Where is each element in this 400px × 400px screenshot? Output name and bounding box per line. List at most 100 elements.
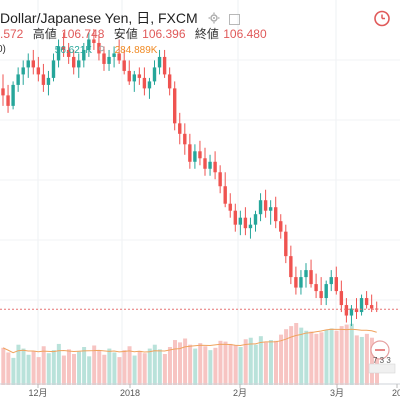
volume-bar [268,340,273,385]
study-settings-gear-icon[interactable] [97,45,109,56]
volume-bar [11,357,16,385]
candle-body [324,284,328,299]
candle [218,165,222,194]
alarm-clock-icon[interactable] [373,9,391,27]
candle [21,60,25,85]
candle-body [223,186,227,204]
high-label: 高値 [32,27,57,41]
candle-body [36,67,41,75]
candle [329,270,333,292]
candle [193,144,197,169]
volume-bar [147,348,152,385]
candle-body [178,123,182,134]
candle [375,301,379,313]
volume-bar [253,344,258,385]
volume-bar [77,351,82,385]
candle-body [344,305,349,316]
candle [87,32,91,57]
moving-average-line [2,328,377,354]
candle [314,273,318,299]
candle [208,154,212,176]
settings-gear-icon[interactable] [208,11,220,27]
candle [66,42,71,64]
candle [92,28,96,50]
volume-bar [334,330,339,385]
volume-bars [1,323,379,385]
volume-bar [299,327,304,385]
candle [41,63,46,92]
candle-body [253,214,258,225]
volume-bar [354,335,359,385]
maximize-box-icon[interactable] [229,13,241,25]
candle [183,123,187,155]
candle-body [87,39,91,50]
candle-body [364,298,369,306]
candle [263,189,268,218]
candle-body [183,133,187,145]
volume-bar [203,346,208,385]
price-badge-icon [368,340,396,374]
candle-body [294,277,298,288]
candle [112,46,116,68]
candle [127,60,131,85]
candle [213,151,217,180]
volume-bar [61,355,66,385]
candle-body [152,67,157,82]
candle [77,53,81,78]
volume-bar [304,330,309,385]
candle [309,259,313,288]
candle-body [61,46,66,50]
candle-body [167,74,172,89]
candle-body [188,144,192,162]
candle-body [289,256,293,278]
candle [173,81,177,131]
candle [142,67,147,96]
candle-body [304,270,308,278]
candle [304,263,308,288]
candle [268,200,273,225]
candle [349,305,354,327]
volume-bar [213,347,218,385]
candle [162,49,167,78]
price-badge-text: 7 3 3 [373,356,391,365]
candle [82,42,86,68]
volume-bar [26,354,31,385]
candle [26,53,30,78]
candle-body [16,74,20,85]
candle-body [299,277,303,288]
candle-body [26,60,30,68]
volume-bar [344,324,349,385]
candle-body [319,291,323,299]
candle-body [339,291,344,306]
volume-bar [117,357,122,385]
volume-bar [359,336,364,385]
volume-bar [87,356,92,385]
candle-body [51,60,56,78]
volume-bar [284,329,289,385]
volume-bar [1,347,6,385]
volume-bar [364,333,369,385]
grid-lines [0,0,400,383]
candle [167,67,172,96]
candle-body [107,56,111,64]
candle-body [208,161,212,169]
candle [354,298,359,320]
candle-body [359,298,364,313]
candle-body [213,161,217,173]
volume-bar [46,353,51,385]
volume-value-1: 56.621K [54,45,93,56]
candle [51,53,56,82]
candle-body [142,77,147,89]
volume-bar [31,350,36,385]
volume-bar [173,340,177,385]
price-badge[interactable]: 7 3 3 [362,338,396,374]
candle [364,291,369,309]
volume-bar [36,357,41,385]
candle [223,172,227,208]
volume-bar [16,344,21,385]
volume-bar [319,332,324,385]
volume-bar [279,334,284,385]
candle-body [21,67,25,75]
